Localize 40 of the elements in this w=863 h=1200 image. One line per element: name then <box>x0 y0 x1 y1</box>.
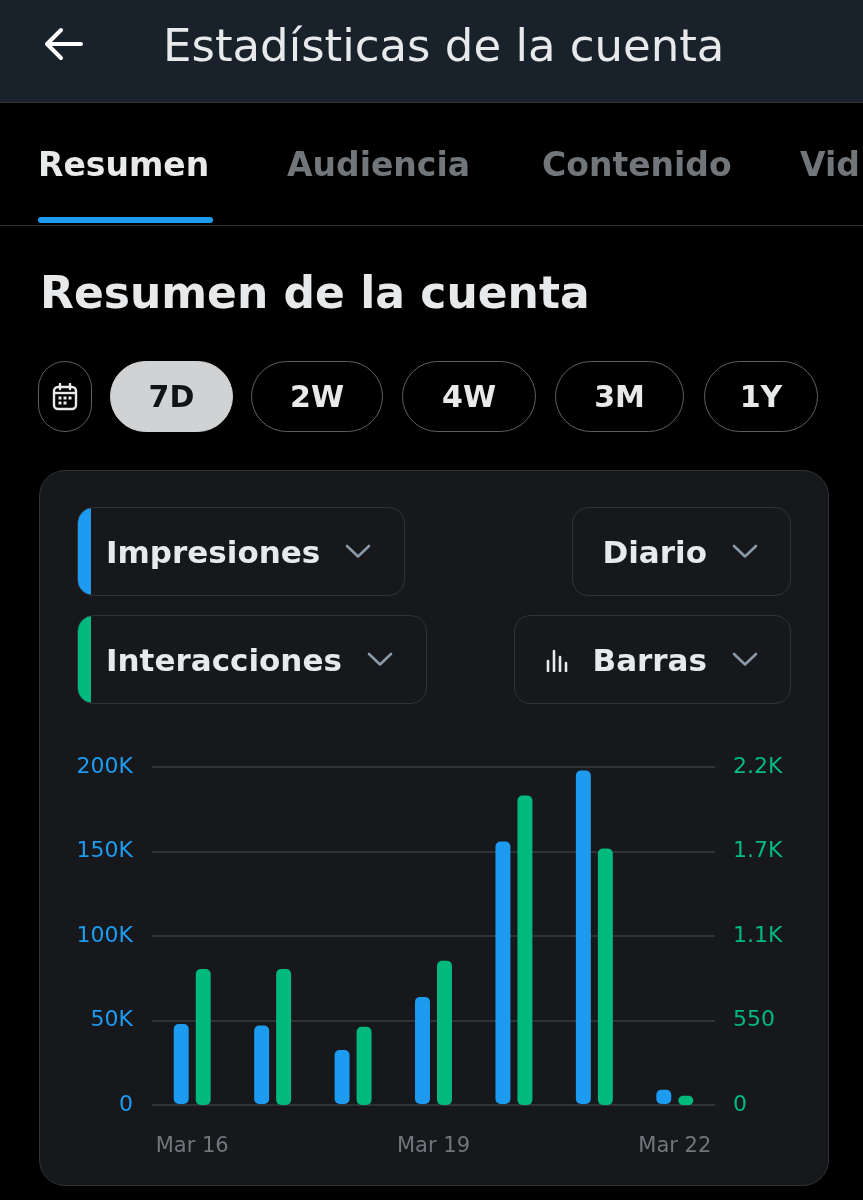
text: Diario <box>602 533 707 570</box>
chart-subtitle: Resumen de la cuenta <box>40 266 590 320</box>
bar <box>495 841 511 1104</box>
x-tick-label: Mar 19 <box>396 1133 471 1158</box>
text: 7D <box>148 379 195 414</box>
bar <box>597 848 613 1105</box>
text: 1Y <box>739 379 783 414</box>
y-tick-label: 150K <box>76 837 134 863</box>
text: 2W <box>290 379 344 414</box>
y2-tick-label: 2.2K <box>733 752 783 778</box>
bar <box>575 770 591 1104</box>
text: Resumen <box>38 144 210 186</box>
bar <box>334 1050 350 1104</box>
bar <box>195 969 211 1105</box>
bar <box>415 996 430 1104</box>
y2-tick-label: 1.1K <box>733 921 783 947</box>
bar <box>517 795 533 1105</box>
y2-tick-label: 1.7K <box>733 837 783 863</box>
bar <box>437 960 452 1105</box>
text: Contenido <box>542 144 732 186</box>
text: Audiencia <box>287 144 470 186</box>
y-tick-label: 100K <box>76 921 134 947</box>
y-tick-label: 0 <box>119 1090 133 1116</box>
text: 4W <box>442 379 496 414</box>
chart-title: Estadísticas de la cuenta <box>163 19 725 73</box>
text: 3M <box>594 379 645 414</box>
bar <box>356 1026 372 1105</box>
text: Barras <box>592 641 707 678</box>
bar <box>276 969 292 1105</box>
x-tick-label: Mar 16 <box>155 1133 229 1158</box>
y-tick-label: 50K <box>90 1006 134 1032</box>
x-tick-label: Mar 22 <box>638 1133 712 1158</box>
bar <box>254 1025 270 1104</box>
bar <box>173 1023 189 1104</box>
legend-label: Interacciones <box>106 641 342 678</box>
legend-label: Impresiones <box>106 533 321 570</box>
y-tick-label: 200K <box>76 752 134 778</box>
y2-tick-label: 0 <box>733 1090 747 1116</box>
text: Vid <box>800 144 860 186</box>
y2-tick-label: 550 <box>733 1006 775 1032</box>
